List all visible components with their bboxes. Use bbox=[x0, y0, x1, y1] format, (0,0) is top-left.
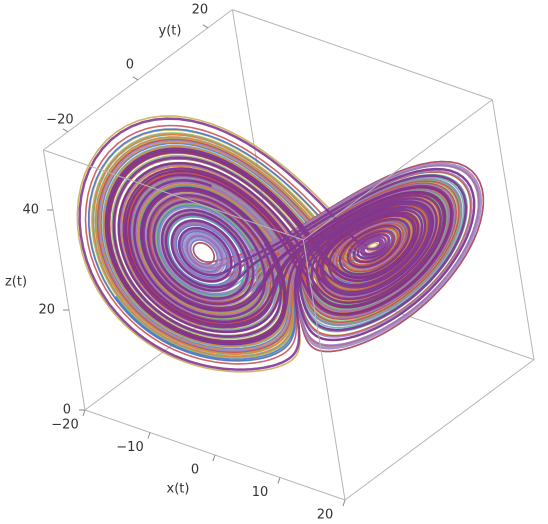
y-axis-label: y(t) bbox=[159, 24, 182, 39]
box-edge bbox=[491, 99, 535, 360]
x-tick bbox=[212, 454, 216, 462]
attractor bbox=[76, 115, 485, 373]
y-tick-label: −20 bbox=[46, 112, 73, 127]
x-tick-label: 20 bbox=[317, 508, 334, 523]
z-tick-label: 0 bbox=[63, 403, 71, 418]
y-tick bbox=[132, 76, 139, 81]
box-edge bbox=[303, 99, 493, 241]
y-tick bbox=[62, 128, 69, 133]
x-tick bbox=[82, 409, 86, 417]
y-tick bbox=[202, 24, 209, 29]
trajectory bbox=[78, 117, 476, 371]
box-edge bbox=[43, 149, 304, 241]
x-tick-label: 0 bbox=[191, 463, 199, 478]
x-axis-label: x(t) bbox=[167, 482, 190, 497]
x-tick-label: −10 bbox=[116, 440, 143, 455]
z-tick-label: 20 bbox=[38, 303, 55, 318]
x-tick-label: 10 bbox=[252, 485, 269, 500]
x-tick bbox=[277, 477, 281, 484]
box-edge bbox=[344, 359, 535, 501]
x-tick-label: −20 bbox=[51, 418, 78, 433]
y-tick-label: 0 bbox=[126, 57, 134, 72]
x-tick bbox=[147, 432, 151, 439]
x-tick bbox=[342, 499, 346, 507]
box-edge bbox=[302, 239, 346, 501]
z-tick-label: 40 bbox=[22, 203, 39, 218]
y-tick-label: 20 bbox=[192, 2, 209, 17]
box-edge bbox=[42, 149, 86, 411]
box-edge bbox=[232, 9, 493, 101]
z-axis-label: z(t) bbox=[5, 275, 27, 290]
box-front bbox=[42, 9, 535, 507]
